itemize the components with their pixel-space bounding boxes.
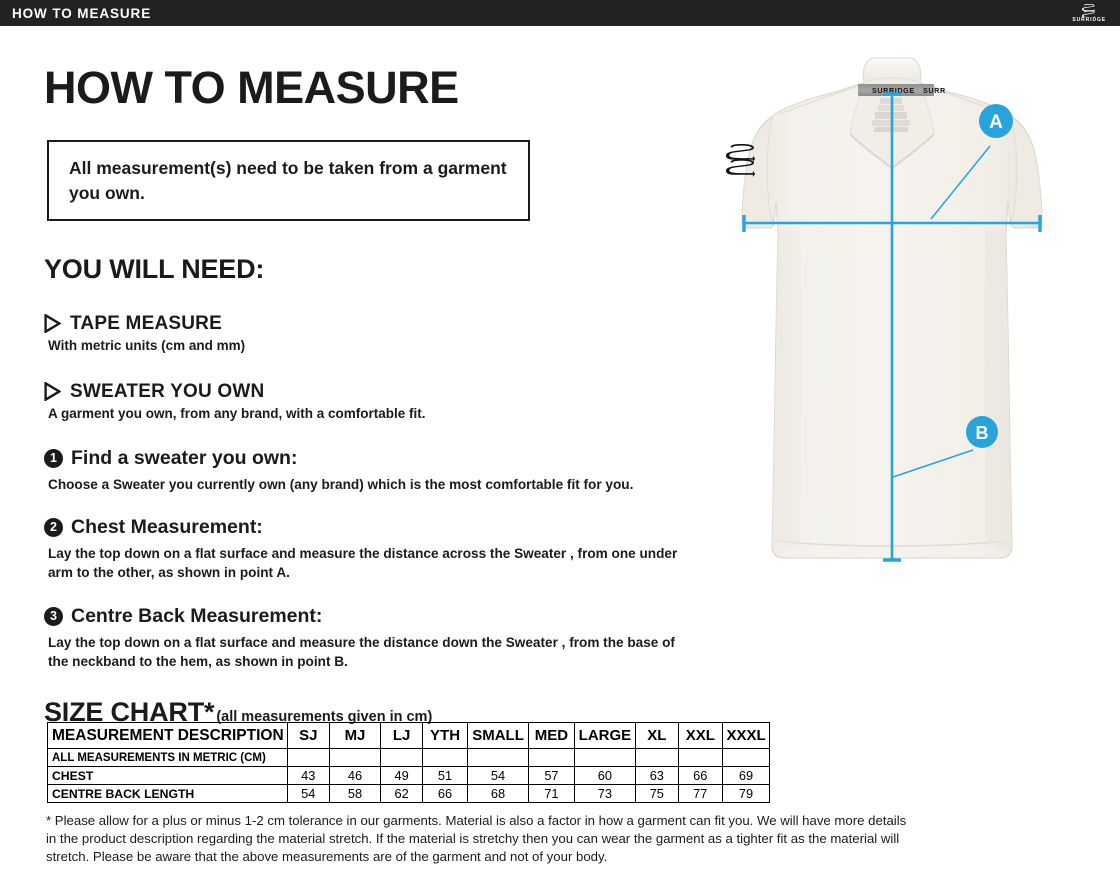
top-bar: HOW TO MEASURE SURRIDGE xyxy=(0,0,1120,26)
triangle-bullet-icon xyxy=(44,382,61,402)
cell xyxy=(466,748,530,767)
table-row: ALL MEASUREMENTS IN METRIC (CM) xyxy=(47,748,770,767)
cell: 73 xyxy=(573,784,637,803)
row-label: CHEST xyxy=(47,766,288,785)
cell: 62 xyxy=(380,784,424,803)
step-2: 2 Chest Measurement: Lay the top down on… xyxy=(44,516,680,583)
step-number-badge: 3 xyxy=(44,606,63,626)
th-size-xxl: XXL xyxy=(677,722,724,749)
brand-name: SURRIDGE xyxy=(1072,16,1106,23)
row-label: ALL MEASUREMENTS IN METRIC (CM) xyxy=(47,748,288,767)
need-item-tape-measure: TAPE MEASURE With metric units (cm and m… xyxy=(44,313,680,353)
cell: 66 xyxy=(422,784,468,803)
cell xyxy=(573,748,637,767)
th-size-sj: SJ xyxy=(286,722,330,749)
step-3: 3 Centre Back Measurement: Lay the top d… xyxy=(44,605,680,672)
cell xyxy=(635,748,679,767)
step-number-badge: 2 xyxy=(44,518,63,538)
size-chart-subtitle: (all measurements given in cm) xyxy=(216,709,433,726)
cell: 58 xyxy=(328,784,382,803)
th-size-yth: YTH xyxy=(422,722,468,749)
instructions-column: HOW TO MEASURE All measurement(s) need t… xyxy=(0,26,680,728)
cell: 69 xyxy=(722,766,770,785)
cell: 71 xyxy=(528,784,575,803)
chest-logo-icon xyxy=(726,144,756,178)
th-size-small: SMALL xyxy=(466,722,530,749)
table-header-row: MEASUREMENT DESCRIPTION SJ MJ LJ YTH SMA… xyxy=(47,722,770,749)
step-body: Choose a Sweater you currently own (any … xyxy=(48,476,634,492)
page-title: HOW TO MEASURE xyxy=(44,62,459,113)
callout-b-badge xyxy=(966,416,998,448)
th-size-mj: MJ xyxy=(328,722,382,749)
cell: 51 xyxy=(422,766,468,785)
triangle-bullet-icon xyxy=(44,314,61,334)
cell: 43 xyxy=(286,766,330,785)
surridge-s-mark-icon xyxy=(1082,3,1096,17)
cell xyxy=(528,748,575,767)
need-item-title: SWEATER YOU OWN xyxy=(70,380,265,402)
th-size-lj: LJ xyxy=(380,722,424,749)
neck-label-tape xyxy=(858,84,934,96)
cell xyxy=(422,748,468,767)
note-text: All measurement(s) need to be taken from… xyxy=(69,158,507,204)
cell: 75 xyxy=(635,784,679,803)
cell xyxy=(328,748,382,767)
size-chart-table: MEASUREMENT DESCRIPTION SJ MJ LJ YTH SMA… xyxy=(47,722,770,803)
cell xyxy=(380,748,424,767)
cell: 66 xyxy=(677,766,724,785)
table-row: CHEST 43 46 49 51 54 57 60 63 66 69 xyxy=(47,766,770,785)
step-1: 1 Find a sweater you own: Choose a Sweat… xyxy=(44,447,680,494)
cell: 54 xyxy=(466,766,530,785)
garment-diagram: SURRIDGE SURR xyxy=(650,26,1120,646)
need-item-subtitle: With metric units (cm and mm) xyxy=(48,337,246,353)
th-size-xl: XL xyxy=(635,722,679,749)
cell xyxy=(286,748,330,767)
cell: 63 xyxy=(635,766,679,785)
row-label: CENTRE BACK LENGTH xyxy=(47,784,288,803)
brand-logo: SURRIDGE xyxy=(1072,3,1120,23)
cell: 57 xyxy=(528,766,575,785)
cell: 79 xyxy=(722,784,770,803)
th-size-large: LARGE xyxy=(573,722,637,749)
garment-illustration: SURRIDGE SURR xyxy=(726,57,1043,562)
cell xyxy=(722,748,770,767)
measurement-guides: A B xyxy=(742,92,1042,562)
cell: 68 xyxy=(466,784,530,803)
callout-a-label: A xyxy=(989,112,1003,133)
need-item-sweater-you-own: SWEATER YOU OWN A garment you own, from … xyxy=(44,381,680,421)
step-number-badge: 1 xyxy=(44,448,63,468)
neck-label-text-secondary: SURR xyxy=(923,86,946,95)
size-chart-table-wrap: MEASUREMENT DESCRIPTION SJ MJ LJ YTH SMA… xyxy=(47,722,770,803)
step-title: Chest Measurement: xyxy=(71,516,263,539)
need-item-title: TAPE MEASURE xyxy=(70,312,222,334)
note-box: All measurement(s) need to be taken from… xyxy=(47,140,530,221)
callout-b-label: B xyxy=(976,423,989,443)
table-row: CENTRE BACK LENGTH 54 58 62 66 68 71 73 … xyxy=(47,784,770,803)
cell: 77 xyxy=(677,784,724,803)
cell: 49 xyxy=(380,766,424,785)
cell: 46 xyxy=(328,766,382,785)
top-bar-title: HOW TO MEASURE xyxy=(12,5,152,21)
th-size-xxxl: XXXL xyxy=(722,722,770,749)
tolerance-footnote: * Please allow for a plus or minus 1-2 c… xyxy=(46,813,907,865)
need-item-subtitle: A garment you own, from any brand, with … xyxy=(48,405,426,421)
step-body: Lay the top down on a flat surface and m… xyxy=(48,546,678,581)
th-size-med: MED xyxy=(528,722,575,749)
cell: 60 xyxy=(573,766,637,785)
cell xyxy=(677,748,724,767)
th-measurement-description: MEASUREMENT DESCRIPTION xyxy=(47,722,288,749)
step-body: Lay the top down on a flat surface and m… xyxy=(48,634,675,669)
neck-label-text: SURRIDGE xyxy=(872,86,915,95)
step-title: Centre Back Measurement: xyxy=(71,604,323,627)
you-will-need-heading: YOU WILL NEED: xyxy=(44,253,265,284)
callout-a-badge xyxy=(979,104,1013,138)
cell: 54 xyxy=(286,784,330,803)
step-title: Find a sweater you own: xyxy=(71,446,298,469)
